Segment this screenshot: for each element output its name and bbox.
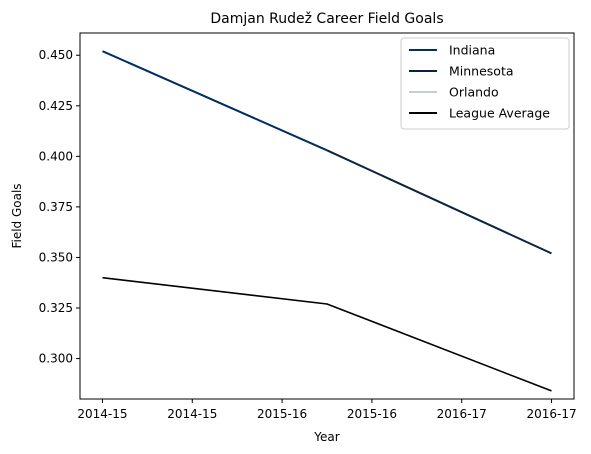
y-tick-label: 0.425 bbox=[39, 99, 73, 113]
x-axis-label: Year bbox=[313, 430, 339, 444]
chart-title: Damjan Rudež Career Field Goals bbox=[210, 11, 443, 27]
series-line-league-average bbox=[102, 276, 552, 392]
series-lines bbox=[102, 50, 552, 392]
legend-label-league-average: League Average bbox=[449, 106, 550, 121]
legend-box bbox=[400, 37, 570, 130]
y-axis: 0.300 0.325 0.350 0.375 0.400 0.425 0.450 bbox=[39, 48, 80, 366]
x-tick-label: 2014-15 bbox=[167, 407, 217, 421]
y-tick-label: 0.450 bbox=[39, 48, 73, 62]
y-tick-label: 0.375 bbox=[39, 200, 73, 214]
y-tick-label: 0.400 bbox=[39, 149, 73, 163]
x-tick-label: 2016-17 bbox=[526, 407, 576, 421]
x-tick-label: 2016-17 bbox=[437, 407, 487, 421]
x-tick-label: 2014-15 bbox=[77, 407, 127, 421]
legend-label-orlando: Orlando bbox=[449, 85, 499, 100]
x-axis: 2014-15 2014-15 2015-16 2015-16 2016-17 2016-… bbox=[77, 399, 577, 421]
y-tick-label: 0.350 bbox=[39, 250, 73, 264]
legend-label-minnesota: Minnesota bbox=[449, 64, 514, 79]
legend-label-indiana: Indiana bbox=[449, 43, 495, 58]
x-tick-label: 2015-16 bbox=[347, 407, 397, 421]
series-line-indiana bbox=[102, 50, 328, 152]
x-tick-label: 2015-16 bbox=[257, 407, 307, 421]
y-axis-label: Field Goals bbox=[10, 183, 24, 248]
y-tick-label: 0.325 bbox=[39, 301, 73, 315]
y-tick-label: 0.300 bbox=[39, 352, 73, 366]
series-line-minnesota bbox=[326, 149, 552, 255]
plot-area bbox=[79, 32, 575, 400]
legend: Indiana Minnesota Orlando League Average bbox=[400, 37, 570, 130]
